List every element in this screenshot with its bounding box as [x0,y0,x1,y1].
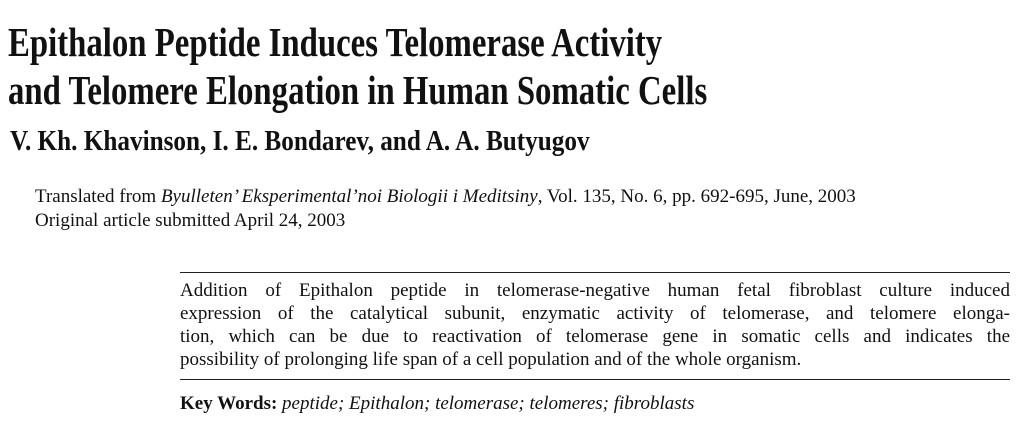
authors: V. Kh. Khavinson, I. E. Bondarev, and A.… [10,126,590,157]
abstract-line: expression of the catalytical subunit, e… [180,303,1010,324]
abstract-line: Addition of Epithalon peptide in telomer… [180,280,1010,301]
title-line: Epithalon Peptide Induces Telomerase Act… [8,19,663,65]
abstract-line: tion, which can be due to reactivation o… [180,326,1010,347]
abstract-line: possibility of prolonging life span of a… [180,349,802,370]
keywords-text: peptide; Epithalon; telomerase; telomere… [282,393,695,414]
translation-note: Translated from Byulleten’ Eksperimental… [35,186,856,208]
journal: Byulleten’ Eksperimental’noi Biologii i … [160,186,538,207]
abstract: Addition of Epithalon peptide in telomer… [180,272,1010,380]
keywords: Key Words: peptide; Epithalon; telomeras… [180,393,694,415]
keywords-label: Key Words: [180,393,278,414]
text: , Vol. 135, No. 6, pp. 692-695, June, 20… [537,186,856,207]
text: Translated from [35,186,157,207]
title-line: and Telomere Elongation in Human Somatic… [8,67,708,113]
submitted-note: Original article submitted April 24, 200… [35,210,346,231]
